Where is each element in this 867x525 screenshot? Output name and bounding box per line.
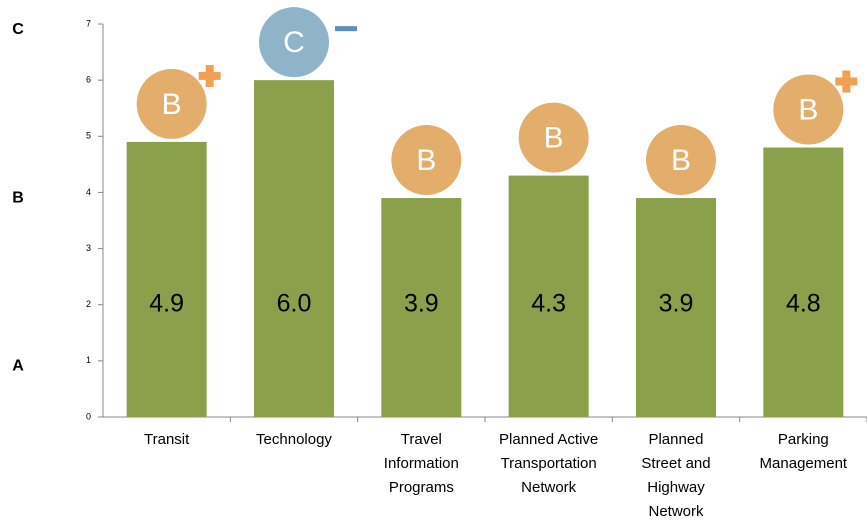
grade-badge	[646, 125, 716, 196]
plus-icon	[205, 64, 214, 87]
y-tick-label: 2	[86, 299, 91, 309]
value-label: 6.0	[277, 289, 312, 317]
grade-badge	[773, 74, 844, 145]
grade-letter: B	[544, 122, 564, 155]
value-label: 3.9	[659, 289, 694, 317]
bar	[381, 198, 462, 417]
value-label: 4.9	[149, 289, 184, 317]
grade-letter: B	[416, 144, 436, 177]
grade-badge	[259, 7, 329, 78]
bar	[254, 80, 334, 418]
x-tick-label: Planned Street and Highway Network	[641, 431, 711, 520]
bar	[126, 141, 207, 417]
y-tick-label: 4	[86, 187, 91, 197]
grade-letter: B	[798, 93, 818, 126]
grade-axis-label: C	[12, 21, 24, 38]
grade-badge	[391, 125, 462, 196]
value-label: 4.3	[531, 289, 566, 317]
grade-badge	[136, 68, 207, 139]
y-tick-label: 6	[86, 75, 91, 85]
value-label: 4.8	[786, 289, 821, 317]
y-tick-label: 7	[86, 18, 91, 28]
value-label: 3.9	[404, 289, 439, 317]
y-tick-label: 5	[86, 131, 91, 141]
x-tick-label: Transit	[144, 431, 190, 448]
y-tick-label: 0	[86, 411, 91, 421]
x-tick-label: Parking Management	[759, 431, 848, 472]
bar	[763, 147, 844, 417]
grade-letter: B	[671, 144, 691, 177]
y-tick-label: 3	[86, 243, 91, 253]
grade-badge	[518, 102, 589, 173]
x-tick-label: Technology	[256, 431, 332, 448]
grade-axis-label: A	[12, 358, 24, 375]
y-tick-label: 1	[86, 355, 91, 365]
bar	[636, 198, 716, 417]
x-tick-label: Travel Information Programs	[383, 431, 459, 496]
grade-axis-label: B	[12, 189, 24, 206]
grade-letter: C	[283, 26, 305, 59]
minus-icon	[335, 26, 357, 32]
x-tick-label: Planned Active Transportation Network	[499, 431, 599, 496]
plus-icon	[842, 70, 851, 93]
grade-letter: B	[162, 88, 182, 121]
bar	[508, 175, 589, 417]
